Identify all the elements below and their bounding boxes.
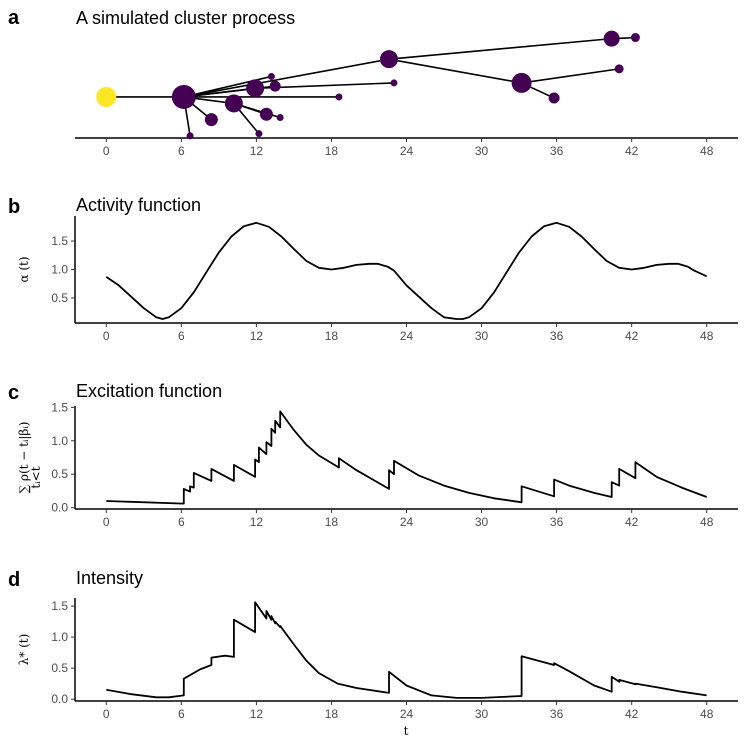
x-axis-title: t xyxy=(404,724,409,738)
y-tick-label-d: 0.0 xyxy=(51,692,68,706)
panel-letter-a: a xyxy=(8,7,20,29)
x-tick-label-d: 24 xyxy=(400,707,414,721)
y-tick-label-b: 1.5 xyxy=(51,234,68,248)
panel-a: a A simulated cluster process 0 6 12 18 24 30 36… xyxy=(8,7,738,158)
panel-title-b: Activity function xyxy=(76,195,201,215)
y-axis-title-d: λ* (t) xyxy=(17,634,31,666)
offspring-point xyxy=(511,72,532,93)
x-tick-label-d: 6 xyxy=(178,707,185,721)
x-tick-label-b: 0 xyxy=(103,329,110,343)
tree-edge xyxy=(183,58,390,98)
y-tick-label-d: 1.0 xyxy=(51,630,68,644)
series-line-d xyxy=(106,601,707,699)
panel-title-a: A simulated cluster process xyxy=(76,8,295,28)
offspring-point xyxy=(224,94,243,113)
offspring-point xyxy=(186,132,194,140)
y-axis-title-b: α (t) xyxy=(17,256,31,282)
y-tick-label-d: 1.5 xyxy=(51,599,68,613)
x-tick-label-d: 18 xyxy=(325,707,339,721)
x-tick-label-a: 30 xyxy=(475,144,489,158)
x-tick-label-a: 6 xyxy=(178,144,185,158)
offspring-point xyxy=(603,30,620,47)
x-tick-label-a: 12 xyxy=(250,144,264,158)
panel-letter-d: d xyxy=(8,569,20,591)
panel-d: d Intensity 0 6 12 18 24 30 36 42 48 0.0 0.5 1.0 1.5 λ*… xyxy=(8,568,738,721)
x-tick-label-d: 30 xyxy=(475,707,489,721)
panel-b: b Activity function 0 6 12 18 24 30 36 42 48 0.5 1.0… xyxy=(8,195,738,343)
x-tick-label-b: 48 xyxy=(700,329,714,343)
x-tick-label-c: 30 xyxy=(475,515,489,529)
tree-edge xyxy=(521,68,620,84)
panel-title-c: Excitation function xyxy=(76,381,222,401)
offspring-point xyxy=(276,113,284,121)
x-tick-label-c: 42 xyxy=(625,515,639,529)
x-tick-label-d: 36 xyxy=(550,707,564,721)
x-tick-label-c: 48 xyxy=(700,515,714,529)
x-tick-label-c: 6 xyxy=(178,515,185,529)
x-tick-label-a: 24 xyxy=(400,144,414,158)
offspring-point xyxy=(171,84,196,109)
x-tick-label-c: 18 xyxy=(325,515,339,529)
immigrant-point xyxy=(96,86,117,107)
x-tick-label-d: 12 xyxy=(250,707,264,721)
series-line-c xyxy=(106,410,708,505)
panel-c: c Excitation function 0 6 12 18 24 30 36 42 48 0.0 0… xyxy=(8,381,738,529)
tree-edge xyxy=(388,58,522,84)
x-tick-label-c: 24 xyxy=(400,515,414,529)
x-tick-label-b: 12 xyxy=(250,329,264,343)
x-tick-label-c: 0 xyxy=(103,515,110,529)
x-tick-label-b: 30 xyxy=(475,329,489,343)
offspring-point xyxy=(246,79,265,98)
x-tick-label-d: 42 xyxy=(625,707,639,721)
x-tick-label-b: 6 xyxy=(178,329,185,343)
x-tick-label-d: 48 xyxy=(700,707,714,721)
offspring-point xyxy=(548,92,560,104)
offspring-point xyxy=(269,80,281,92)
y-tick-label-c: 1.5 xyxy=(51,400,68,414)
y-tick-label-d: 0.5 xyxy=(51,661,68,675)
offspring-point xyxy=(255,130,263,138)
offspring-point xyxy=(259,107,273,121)
y-tick-label-c: 1.0 xyxy=(51,434,68,448)
y-axis-title-c: ∑ ρ(t − tᵢ|βᵢ) xyxy=(17,422,31,494)
offspring-point xyxy=(379,50,398,69)
x-tick-label-a: 48 xyxy=(700,144,714,158)
offspring-point xyxy=(614,64,624,74)
panel-letter-c: c xyxy=(8,382,19,404)
x-tick-label-a: 18 xyxy=(325,144,339,158)
panel-letter-b: b xyxy=(8,196,20,218)
y-axis-subscript-c: tᵢ<t xyxy=(29,466,43,488)
x-tick-label-b: 36 xyxy=(550,329,564,343)
x-tick-label-c: 36 xyxy=(550,515,564,529)
panels: a A simulated cluster process 0 6 12 18 24 30 36… xyxy=(8,7,738,721)
y-tick-label-b: 0.5 xyxy=(51,291,68,305)
offspring-point xyxy=(335,93,343,101)
y-tick-label-c: 0.0 xyxy=(51,501,68,515)
offspring-point xyxy=(390,79,398,87)
x-tick-label-a: 42 xyxy=(625,144,639,158)
x-tick-label-c: 12 xyxy=(250,515,264,529)
x-tick-label-b: 24 xyxy=(400,329,414,343)
y-tick-label-b: 1.0 xyxy=(51,263,68,277)
series-line-b xyxy=(105,221,708,320)
tree-edge xyxy=(388,37,612,60)
x-tick-label-b: 42 xyxy=(625,329,639,343)
x-tick-label-a: 36 xyxy=(550,144,564,158)
x-tick-label-a: 0 xyxy=(103,144,110,158)
x-tick-label-b: 18 xyxy=(325,329,339,343)
offspring-point xyxy=(630,33,640,43)
y-tick-label-c: 0.5 xyxy=(51,467,68,481)
offspring-point xyxy=(267,72,275,80)
panel-title-d: Intensity xyxy=(76,568,143,588)
x-tick-label-d: 0 xyxy=(103,707,110,721)
offspring-point xyxy=(204,113,218,127)
